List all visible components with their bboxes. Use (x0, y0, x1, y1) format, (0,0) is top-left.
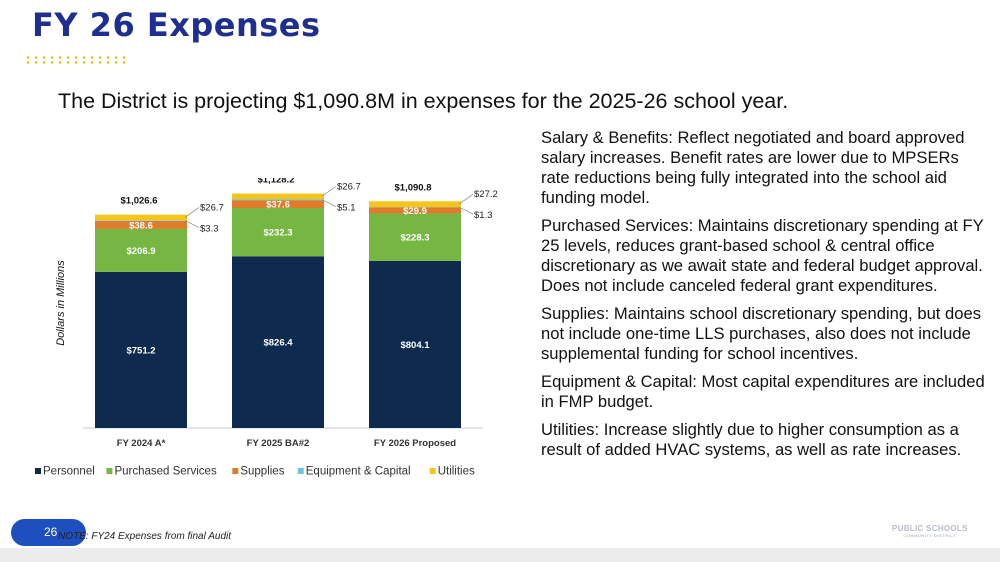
note-utilities: Utilities: Increase slightly due to high… (541, 420, 986, 460)
data-label: $26.7 (200, 202, 224, 213)
decorative-dots (24, 55, 128, 65)
bar-segment-utilities (232, 193, 324, 200)
data-label: $232.3 (263, 228, 292, 239)
legend-item: Equipment & Capital (306, 466, 411, 478)
note-heading: Salary & Benefits: (541, 128, 673, 147)
note-text: Most capital expenditures are included i… (541, 372, 985, 411)
slide-title: FY 26 Expenses (32, 6, 321, 44)
bar-segment-utilities (369, 201, 461, 207)
callout-line (321, 186, 337, 197)
logo-subtext: COMMUNITY DISTRICT (903, 533, 957, 538)
callout-line (321, 199, 337, 207)
note-text: Maintains school discretionary spending,… (541, 304, 981, 363)
data-label: $751.2 (126, 345, 155, 356)
legend-item: Utilities (438, 466, 475, 478)
legend-swatch (232, 468, 239, 474)
legend-item: Personnel (43, 466, 95, 478)
bar-segment-supplies (232, 200, 324, 209)
legend-item: Supplies (240, 466, 284, 478)
bar-segment-supplies (369, 207, 461, 214)
callout-line (458, 193, 474, 205)
total-label: $1,026.6 (121, 196, 158, 207)
total-label: $1,090.8 (395, 182, 432, 193)
note-supplies: Supplies: Maintains school discretionary… (541, 304, 986, 364)
bar-segment-personnel (95, 271, 187, 428)
bar-segment-equipment-capital (95, 220, 187, 221)
data-label: $206.9 (126, 246, 155, 257)
bar-segment-personnel (232, 256, 324, 428)
bar-segment-purchased-services (95, 228, 187, 272)
total-label: $1,128.2 (258, 178, 295, 186)
bar-segment-equipment-capital (232, 199, 324, 201)
y-axis-label: Dollars in Millions (55, 260, 67, 346)
footnote: NOTE: FY24 Expenses from final Audit (58, 531, 232, 542)
legend-swatch (429, 468, 436, 474)
data-label: $27.2 (474, 189, 498, 200)
data-label: $1.3 (474, 210, 493, 221)
bar-segment-supplies (95, 220, 187, 229)
explanation-notes: Salary & Benefits: Reflect negotiated an… (541, 128, 986, 468)
data-label: $29.9 (403, 206, 427, 217)
bar-segment-personnel (369, 260, 461, 428)
bar-segment-purchased-services (232, 208, 324, 257)
data-label: $3.3 (200, 224, 219, 235)
callout-line (184, 207, 200, 218)
data-label: $37.6 (266, 200, 290, 211)
legend-swatch (35, 468, 41, 474)
note-text: Reflect negotiated and board approved sa… (541, 128, 965, 207)
data-label: $26.7 (337, 181, 361, 192)
data-label: $826.4 (263, 338, 293, 349)
data-label: $228.3 (400, 233, 429, 244)
note-text: Increase slightly due to higher consumpt… (541, 420, 962, 459)
callout-line (184, 220, 200, 228)
note-heading: Purchased Services: (541, 216, 694, 235)
note-purchased-services: Purchased Services: Maintains discretion… (541, 216, 986, 296)
note-heading: Equipment & Capital: (541, 372, 697, 391)
bar-segment-utilities (95, 214, 187, 221)
slide-subtitle: The District is projecting $1,090.8M in … (58, 89, 789, 113)
x-tick-label: FY 2026 Proposed (374, 438, 456, 449)
expenses-stacked-bar-chart: Dollars in Millions $751.2 $206.9 $38.6 $26.… (35, 178, 498, 478)
x-tick-label: FY 2024 A* (117, 438, 166, 449)
callout-line (458, 206, 474, 215)
page-number-badge: 26 (11, 519, 86, 546)
note-text: Maintains discretionary spending at FY 2… (541, 216, 984, 295)
x-tick-label: FY 2025 BA#2 (247, 438, 310, 449)
note-salary-benefits: Salary & Benefits: Reflect negotiated an… (541, 128, 986, 208)
note-heading: Supplies: (541, 304, 610, 323)
legend-swatch (106, 468, 113, 474)
data-label: $5.1 (337, 203, 356, 214)
data-label: $804.1 (400, 340, 430, 351)
logo-text: PUBLIC SCHOOLS (892, 524, 968, 533)
legend-item: Purchased Services (114, 466, 217, 478)
legend-swatch (297, 468, 304, 474)
note-heading: Utilities: (541, 420, 600, 439)
data-label: $38.6 (129, 220, 153, 231)
district-logo: PUBLIC SCHOOLS COMMUNITY DISTRICT (892, 524, 968, 538)
bottom-strip (0, 548, 1000, 562)
note-equipment-capital: Equipment & Capital: Most capital expend… (541, 372, 986, 412)
bar-segment-purchased-services (369, 213, 461, 261)
